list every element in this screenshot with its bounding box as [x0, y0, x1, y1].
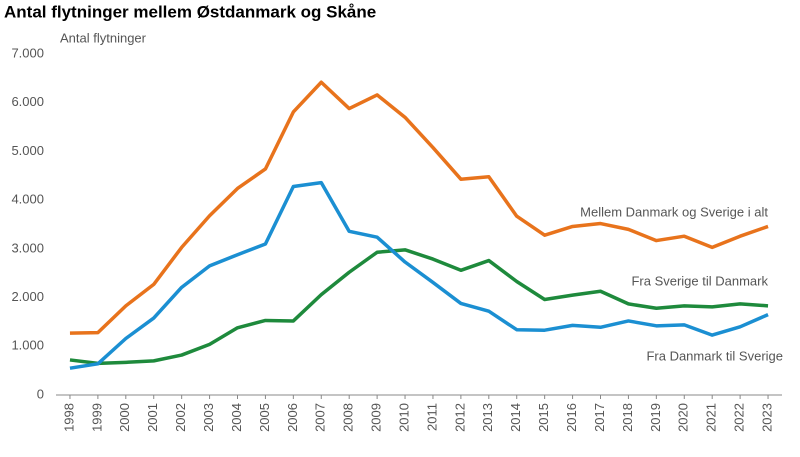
series-label: Fra Danmark til Sverige [646, 348, 783, 363]
x-tick-label: 2012 [452, 403, 467, 432]
x-tick-label: 2005 [257, 403, 272, 432]
x-tick-label: 2006 [285, 403, 300, 432]
x-tick-label: 2000 [117, 403, 132, 432]
x-tick-label: 2003 [201, 403, 216, 432]
x-tick-label: 2014 [508, 403, 523, 432]
y-tick-label: 6.000 [11, 94, 44, 109]
series-line [69, 248, 769, 366]
x-tick-label: 2009 [369, 403, 384, 432]
y-tick-label: 0 [37, 386, 44, 401]
x-tick-label: 2021 [704, 403, 719, 432]
x-tick-label: 2008 [341, 403, 356, 432]
y-tick-label: 5.000 [11, 143, 44, 158]
x-tick-label: 2020 [676, 403, 691, 432]
x-tick-label: 2019 [648, 403, 663, 432]
x-tick-label: 2001 [145, 403, 160, 432]
x-tick-label: 2013 [480, 403, 495, 432]
x-tick-label: 2018 [620, 403, 635, 432]
x-tick-label: 2007 [313, 403, 328, 432]
x-tick-label: 1999 [89, 403, 104, 432]
x-tick-label: 2004 [229, 403, 244, 432]
series-line [69, 80, 769, 335]
x-tick-label: 2016 [564, 403, 579, 432]
x-tick-label: 2002 [173, 403, 188, 432]
chart-title: Antal flytninger mellem Østdanmark og Sk… [4, 2, 376, 21]
y-axis-label: Antal flytninger [60, 30, 147, 45]
x-tick-label: 2022 [732, 403, 747, 432]
series-label: Fra Sverige til Danmark [631, 273, 768, 288]
y-tick-label: 2.000 [11, 289, 44, 304]
y-tick-label: 3.000 [11, 240, 44, 255]
x-tick-label: 2023 [759, 403, 774, 432]
x-tick-label: 1998 [61, 403, 76, 432]
y-tick-label: 7.000 [11, 45, 44, 60]
x-tick-label: 2011 [424, 403, 439, 431]
x-tick-label: 2017 [592, 403, 607, 432]
series-label: Mellem Danmark og Sverige i alt [580, 204, 768, 219]
y-tick-label: 1.000 [11, 338, 44, 353]
x-tick-label: 2010 [396, 403, 411, 432]
x-tick-label: 2015 [536, 403, 551, 432]
y-tick-label: 4.000 [11, 192, 44, 207]
series-line [69, 180, 769, 370]
